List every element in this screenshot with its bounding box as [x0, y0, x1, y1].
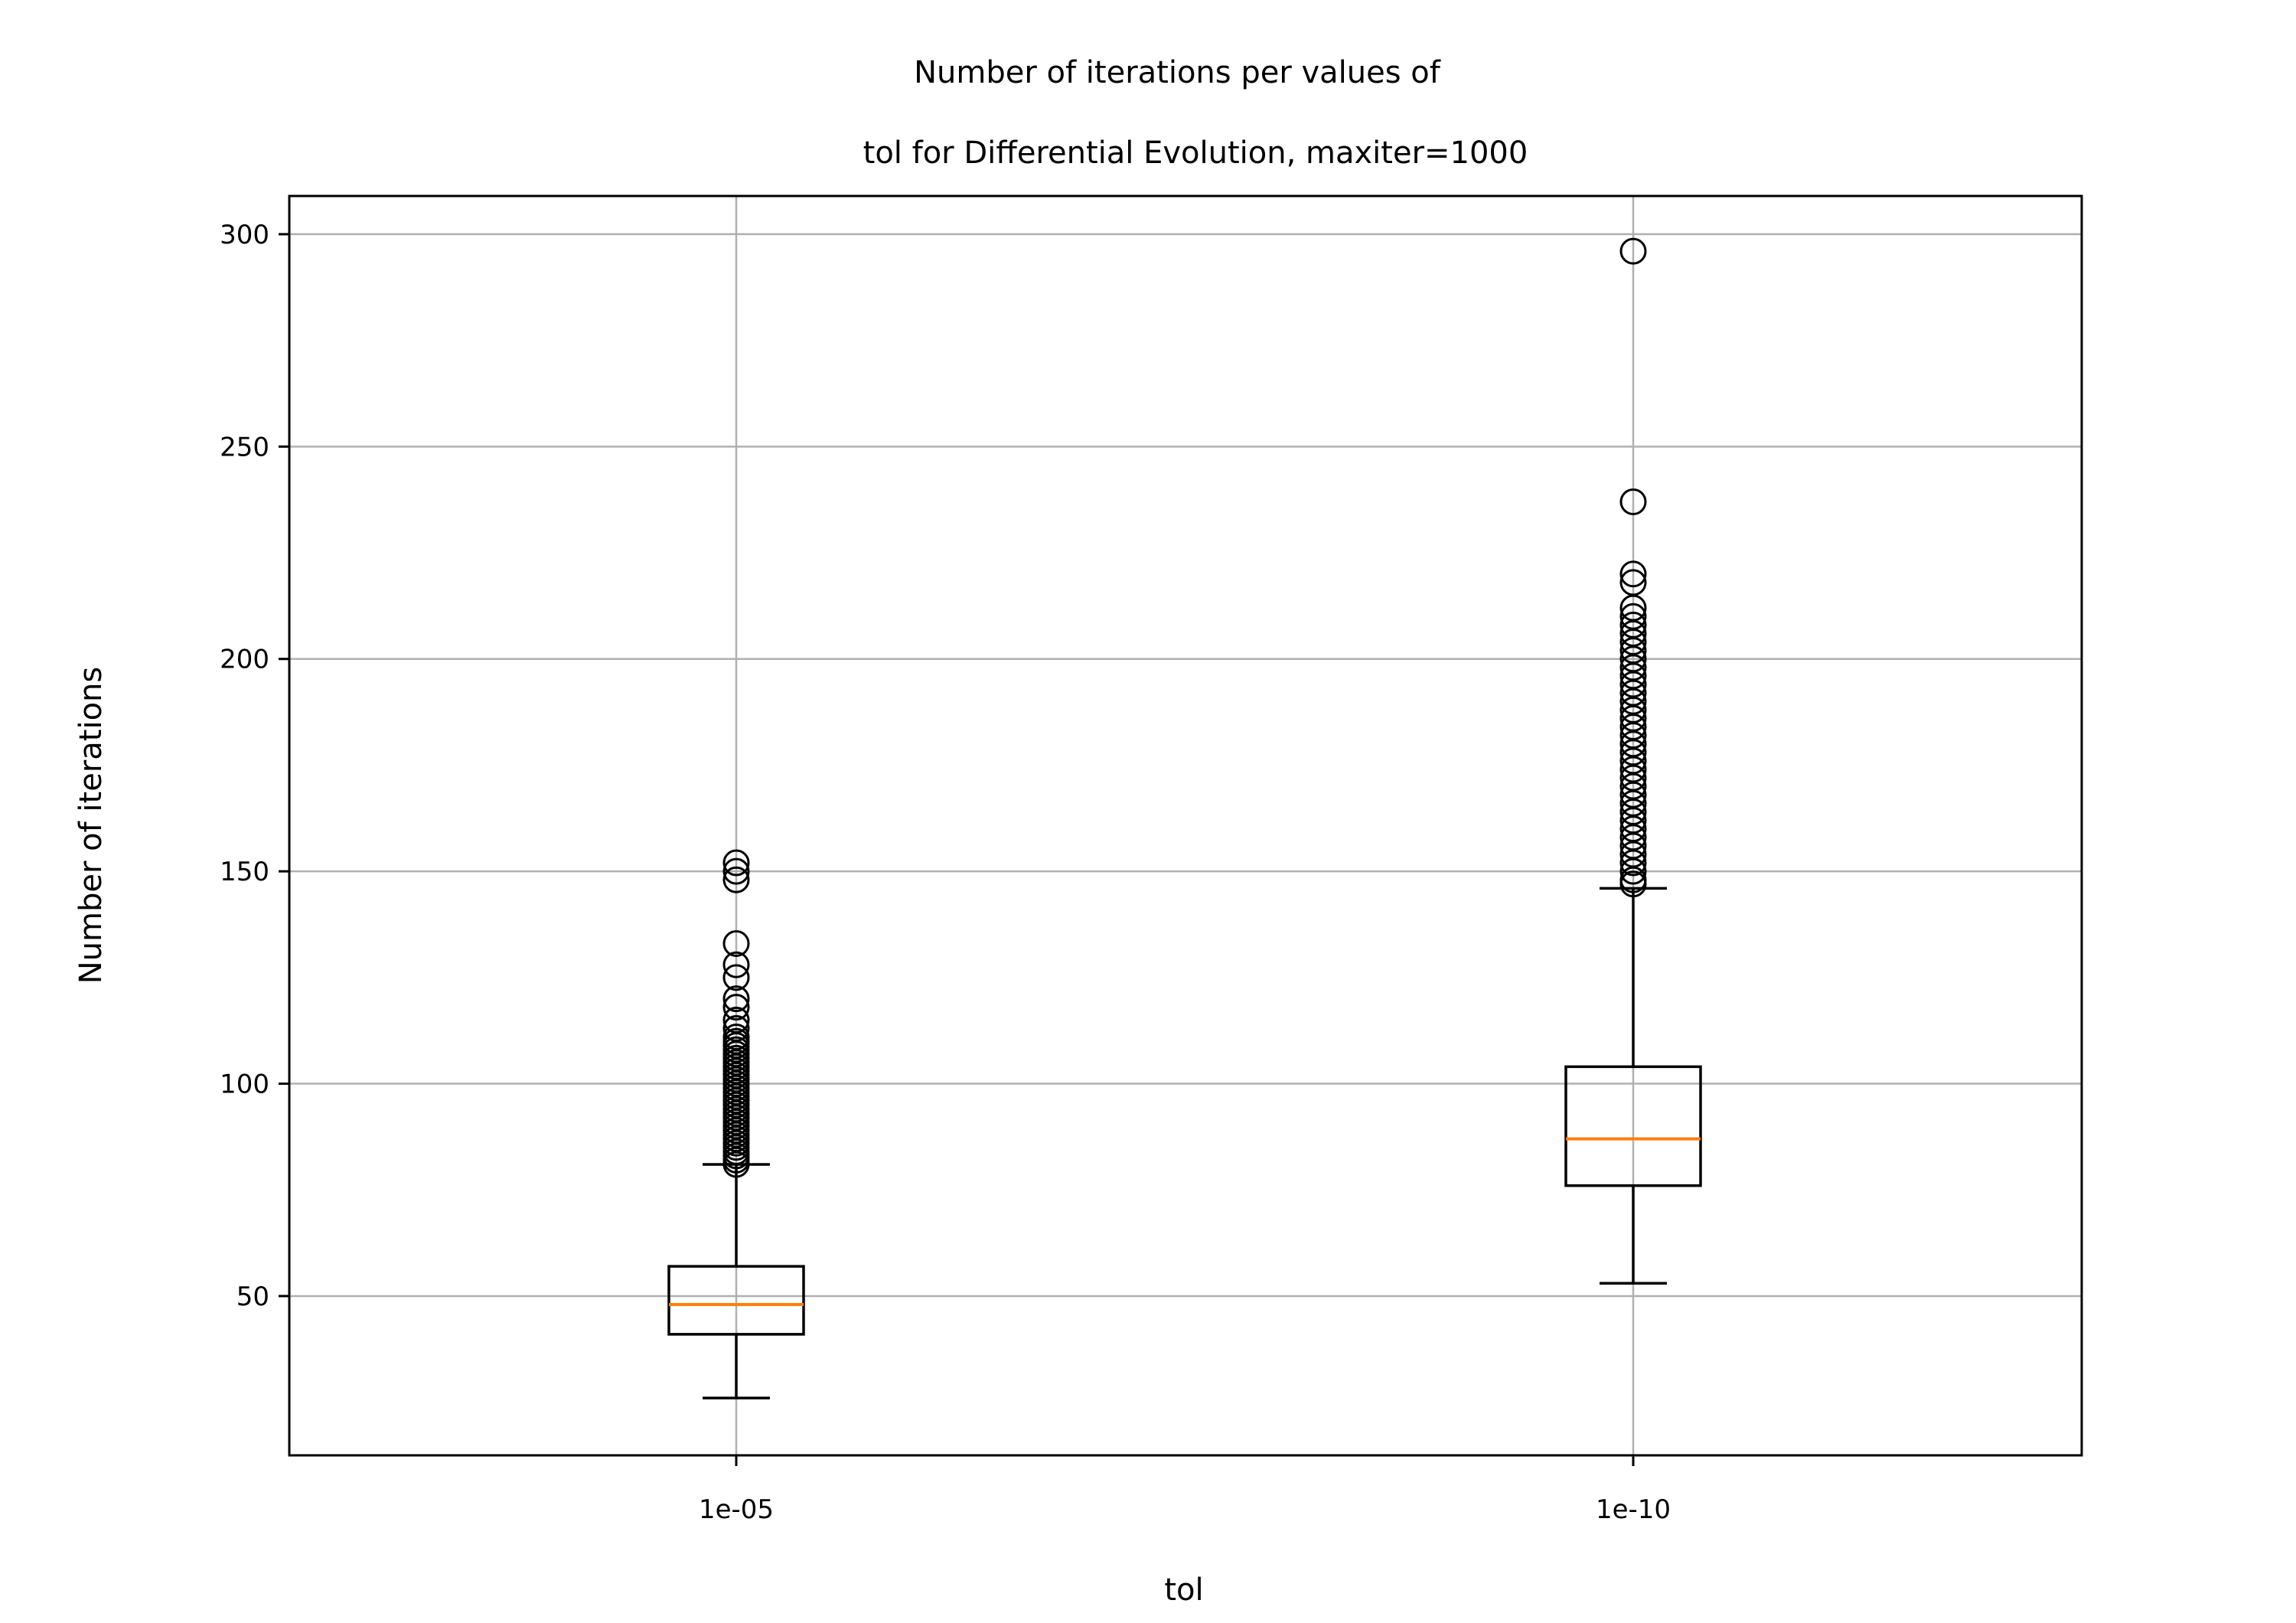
y-axis-label: Number of iterations	[73, 667, 109, 985]
x-tick-label: 1e-10	[1596, 1494, 1671, 1525]
chart-title-line-1: Number of iterations per values of	[914, 55, 1441, 90]
y-tick-label: 300	[220, 220, 269, 250]
outlier-point	[722, 857, 750, 885]
outlier-point	[1619, 560, 1647, 588]
outlier-point	[722, 866, 750, 893]
x-tick-label: 1e-05	[699, 1494, 774, 1525]
box-plots	[667, 237, 1702, 1399]
outlier-point	[1619, 237, 1647, 265]
outlier-point	[722, 849, 750, 877]
plot-frame	[288, 194, 2083, 1457]
outlier-point	[722, 964, 750, 991]
outlier-point	[722, 985, 750, 1013]
box-1e-10	[1564, 237, 1702, 1285]
outlier-point	[722, 994, 750, 1021]
y-tick-label: 50	[236, 1282, 269, 1312]
iqr-box	[667, 1265, 805, 1336]
box-1e-05	[667, 849, 805, 1399]
x-axis-label: tol	[1164, 1572, 1203, 1608]
y-tick-label: 150	[220, 857, 269, 887]
outlier-point	[722, 1014, 750, 1042]
outlier-point	[722, 1006, 750, 1034]
outlier-point	[1619, 611, 1647, 638]
outlier-point	[722, 929, 750, 957]
axis-ticks: 50 100 150 200 250 300 1e-05 1e-10	[220, 220, 1671, 1525]
y-tick-label: 200	[220, 645, 269, 675]
outlier-point	[1619, 488, 1647, 515]
outlier-point	[1619, 603, 1647, 630]
y-tick-label: 100	[220, 1069, 269, 1100]
outlier-point	[722, 951, 750, 978]
iqr-box	[1564, 1065, 1702, 1187]
outlier-point	[1619, 569, 1647, 596]
grid	[289, 196, 2082, 1455]
chart-title-line-2: tol for Differential Evolution, maxiter=…	[863, 136, 1528, 171]
y-tick-label: 250	[220, 432, 269, 462]
outlier-point	[722, 1024, 750, 1051]
